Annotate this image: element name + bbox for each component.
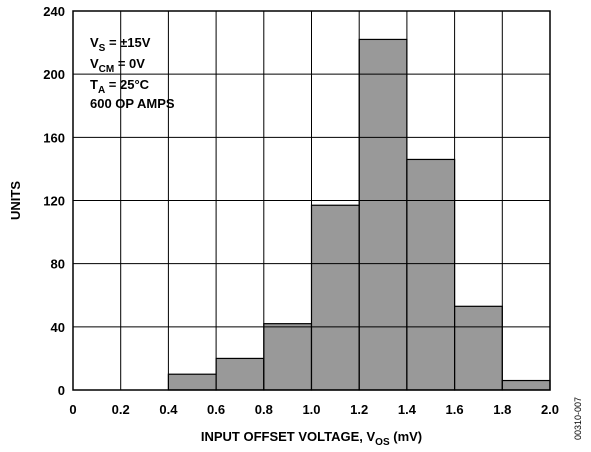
x-tick-label: 0.2 [112,402,130,417]
bars-layer [167,38,551,391]
grid-layer [73,11,550,390]
histogram-bar-1 [215,357,265,391]
histogram-bar-6 [454,305,503,391]
x-tick-label: 0 [69,402,76,417]
y-tick-label: 80 [51,257,65,272]
y-tick-label: 160 [43,130,65,145]
x-tick-label: 1.6 [446,402,464,417]
histogram-bar-3 [310,204,360,391]
y-tick-label: 40 [51,320,65,335]
histogram-bar-5 [406,158,456,391]
annotation-line: VS = ±15V [90,35,151,54]
annotation-line: 600 OP AMPS [90,96,175,111]
x-tick-label: 1.2 [350,402,368,417]
y-tick-label: 0 [58,383,65,398]
annotation-line: VCM = 0V [90,56,145,75]
x-tick-label: 1.4 [398,402,417,417]
x-tick-label: 1.0 [302,402,320,417]
x-tick-label: 0.8 [255,402,273,417]
annotation-line: TA = 25°C [90,77,150,96]
y-tick-label: 200 [43,67,65,82]
y-tick-label: 120 [43,194,65,209]
x-tick-labels: 0 0.2 0.4 0.6 0.8 1.0 1.2 1.4 1.6 1.8 2.0 [69,402,559,417]
x-tick-label: 0.4 [159,402,178,417]
y-axis-title: UNITS [8,181,23,220]
histogram-bar-0 [167,373,217,391]
histogram-bar-4 [358,38,408,391]
histogram-bar-2 [263,323,313,391]
x-axis-title: INPUT OFFSET VOLTAGE, VOS (mV) [201,429,422,447]
x-tick-label: 2.0 [541,402,559,417]
figure-id: 00310-007 [573,397,583,440]
x-tick-label: 1.8 [493,402,511,417]
histogram-bar-7 [501,379,551,391]
y-tick-label: 240 [43,4,65,19]
x-tick-label: 0.6 [207,402,225,417]
plot-border [72,10,551,391]
y-tick-labels: 0 40 80 120 160 200 240 [43,4,65,398]
plot-frame [72,10,551,391]
